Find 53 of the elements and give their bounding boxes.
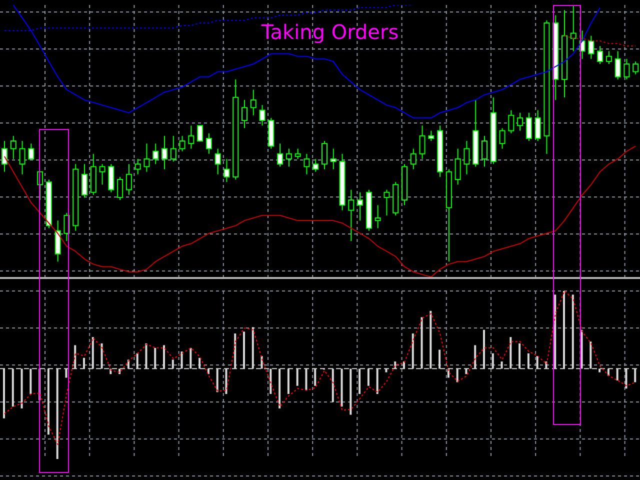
candlestick: [330, 148, 336, 170]
candlestick: [259, 104, 266, 126]
candlestick: [454, 148, 461, 186]
candlestick: [294, 148, 301, 160]
candlestick: [214, 148, 221, 175]
candlestick: [410, 148, 416, 170]
candlestick: [614, 50, 621, 80]
candlestick: [242, 99, 248, 129]
candlestick: [419, 125, 426, 160]
candlestick: [534, 110, 541, 142]
candlestick: [82, 164, 88, 198]
candlestick: [134, 158, 141, 175]
candlestick: [117, 176, 124, 201]
candlestick: [28, 143, 34, 160]
candlestick: [19, 140, 26, 175]
candlestick: [206, 132, 212, 154]
candlestick: [10, 135, 16, 160]
candlestick: [624, 58, 630, 80]
candlestick: [224, 158, 230, 183]
candlestick: [482, 135, 488, 168]
candlestick: [384, 189, 390, 216]
candlestick: [144, 143, 150, 172]
candlestick: [277, 143, 284, 168]
candlestick: [464, 140, 470, 175]
candlestick: [152, 143, 159, 165]
candlestick: [526, 112, 532, 142]
candlestick: [597, 46, 604, 65]
candlestick: [197, 125, 204, 142]
candlestick: [170, 135, 176, 162]
candlestick: [99, 164, 106, 186]
candlestick: [322, 140, 328, 170]
candlestick: [428, 130, 434, 142]
candlestick: [499, 128, 506, 150]
candlestick: [357, 192, 364, 222]
candlestick: [348, 189, 354, 242]
candlestick: [312, 158, 319, 172]
candlestick: [108, 164, 114, 193]
candlestick: [162, 135, 168, 170]
candlestick: [188, 125, 194, 150]
candlestick: [374, 204, 381, 229]
candlestick: [54, 220, 61, 262]
text: Taking Orders: [260, 20, 400, 44]
candlestick: [304, 153, 310, 175]
candlestick: [179, 135, 186, 152]
candlestick: [250, 89, 256, 116]
candlestick: [570, 5, 576, 52]
candlestick: [286, 148, 292, 168]
candlestick: [2, 140, 8, 172]
candlestick: [517, 112, 524, 132]
candlestick: [588, 35, 594, 60]
candlestick: [126, 164, 132, 196]
candlestick: [508, 110, 514, 134]
candlestick: [606, 50, 612, 65]
